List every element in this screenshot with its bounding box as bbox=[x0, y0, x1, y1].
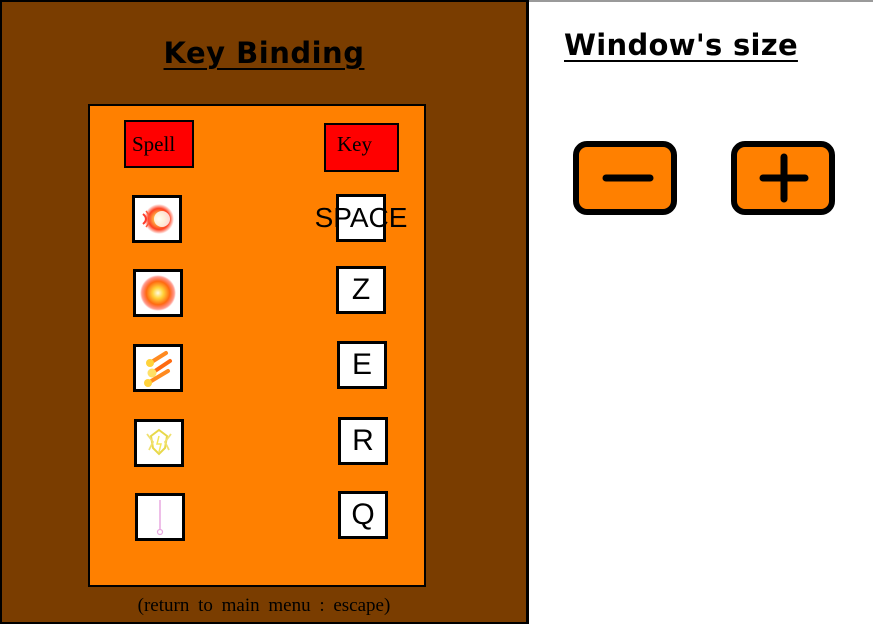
top-divider bbox=[526, 0, 873, 2]
key-label-2: Z bbox=[351, 273, 371, 306]
fireball-spell-icon bbox=[140, 275, 176, 311]
window-size-title: Window's size bbox=[564, 28, 798, 62]
key-label-5: Q bbox=[351, 498, 375, 531]
key-slot-1[interactable]: SPACE bbox=[314, 194, 408, 242]
fire-meteor-spell-icon bbox=[144, 351, 172, 387]
spell-slot-5 bbox=[135, 493, 185, 541]
return-hint: (return to main menu : escape) bbox=[137, 595, 391, 616]
increase-window-size-button[interactable] bbox=[731, 141, 835, 215]
decrease-window-size-button[interactable] bbox=[573, 141, 677, 215]
spell-slot-3 bbox=[133, 344, 183, 392]
spell-slot-1 bbox=[132, 195, 182, 243]
plus-icon bbox=[759, 153, 809, 203]
key-label-3: E bbox=[351, 348, 372, 381]
key-binding-panel: Key Binding Spell Key bbox=[0, 0, 529, 624]
minus-icon bbox=[602, 174, 654, 182]
fire-burst-spell-icon bbox=[142, 204, 174, 234]
spell-column-header: Spell bbox=[124, 120, 194, 168]
binding-table: Spell Key SPACE bbox=[88, 104, 426, 587]
key-slot-2[interactable]: Z bbox=[336, 266, 386, 314]
spell-slot-4 bbox=[134, 419, 184, 467]
key-binding-title: Key Binding bbox=[163, 36, 365, 70]
key-column-header: Key bbox=[324, 123, 399, 172]
light-beam-spell-icon bbox=[156, 500, 164, 536]
key-slot-4[interactable]: R bbox=[338, 417, 388, 465]
key-label-1: SPACE bbox=[314, 202, 408, 233]
lightning-shield-spell-icon bbox=[146, 428, 172, 456]
key-label-4: R bbox=[352, 424, 374, 457]
spell-slot-2 bbox=[133, 269, 183, 317]
key-slot-3[interactable]: E bbox=[337, 341, 387, 389]
key-slot-5[interactable]: Q bbox=[338, 491, 388, 539]
